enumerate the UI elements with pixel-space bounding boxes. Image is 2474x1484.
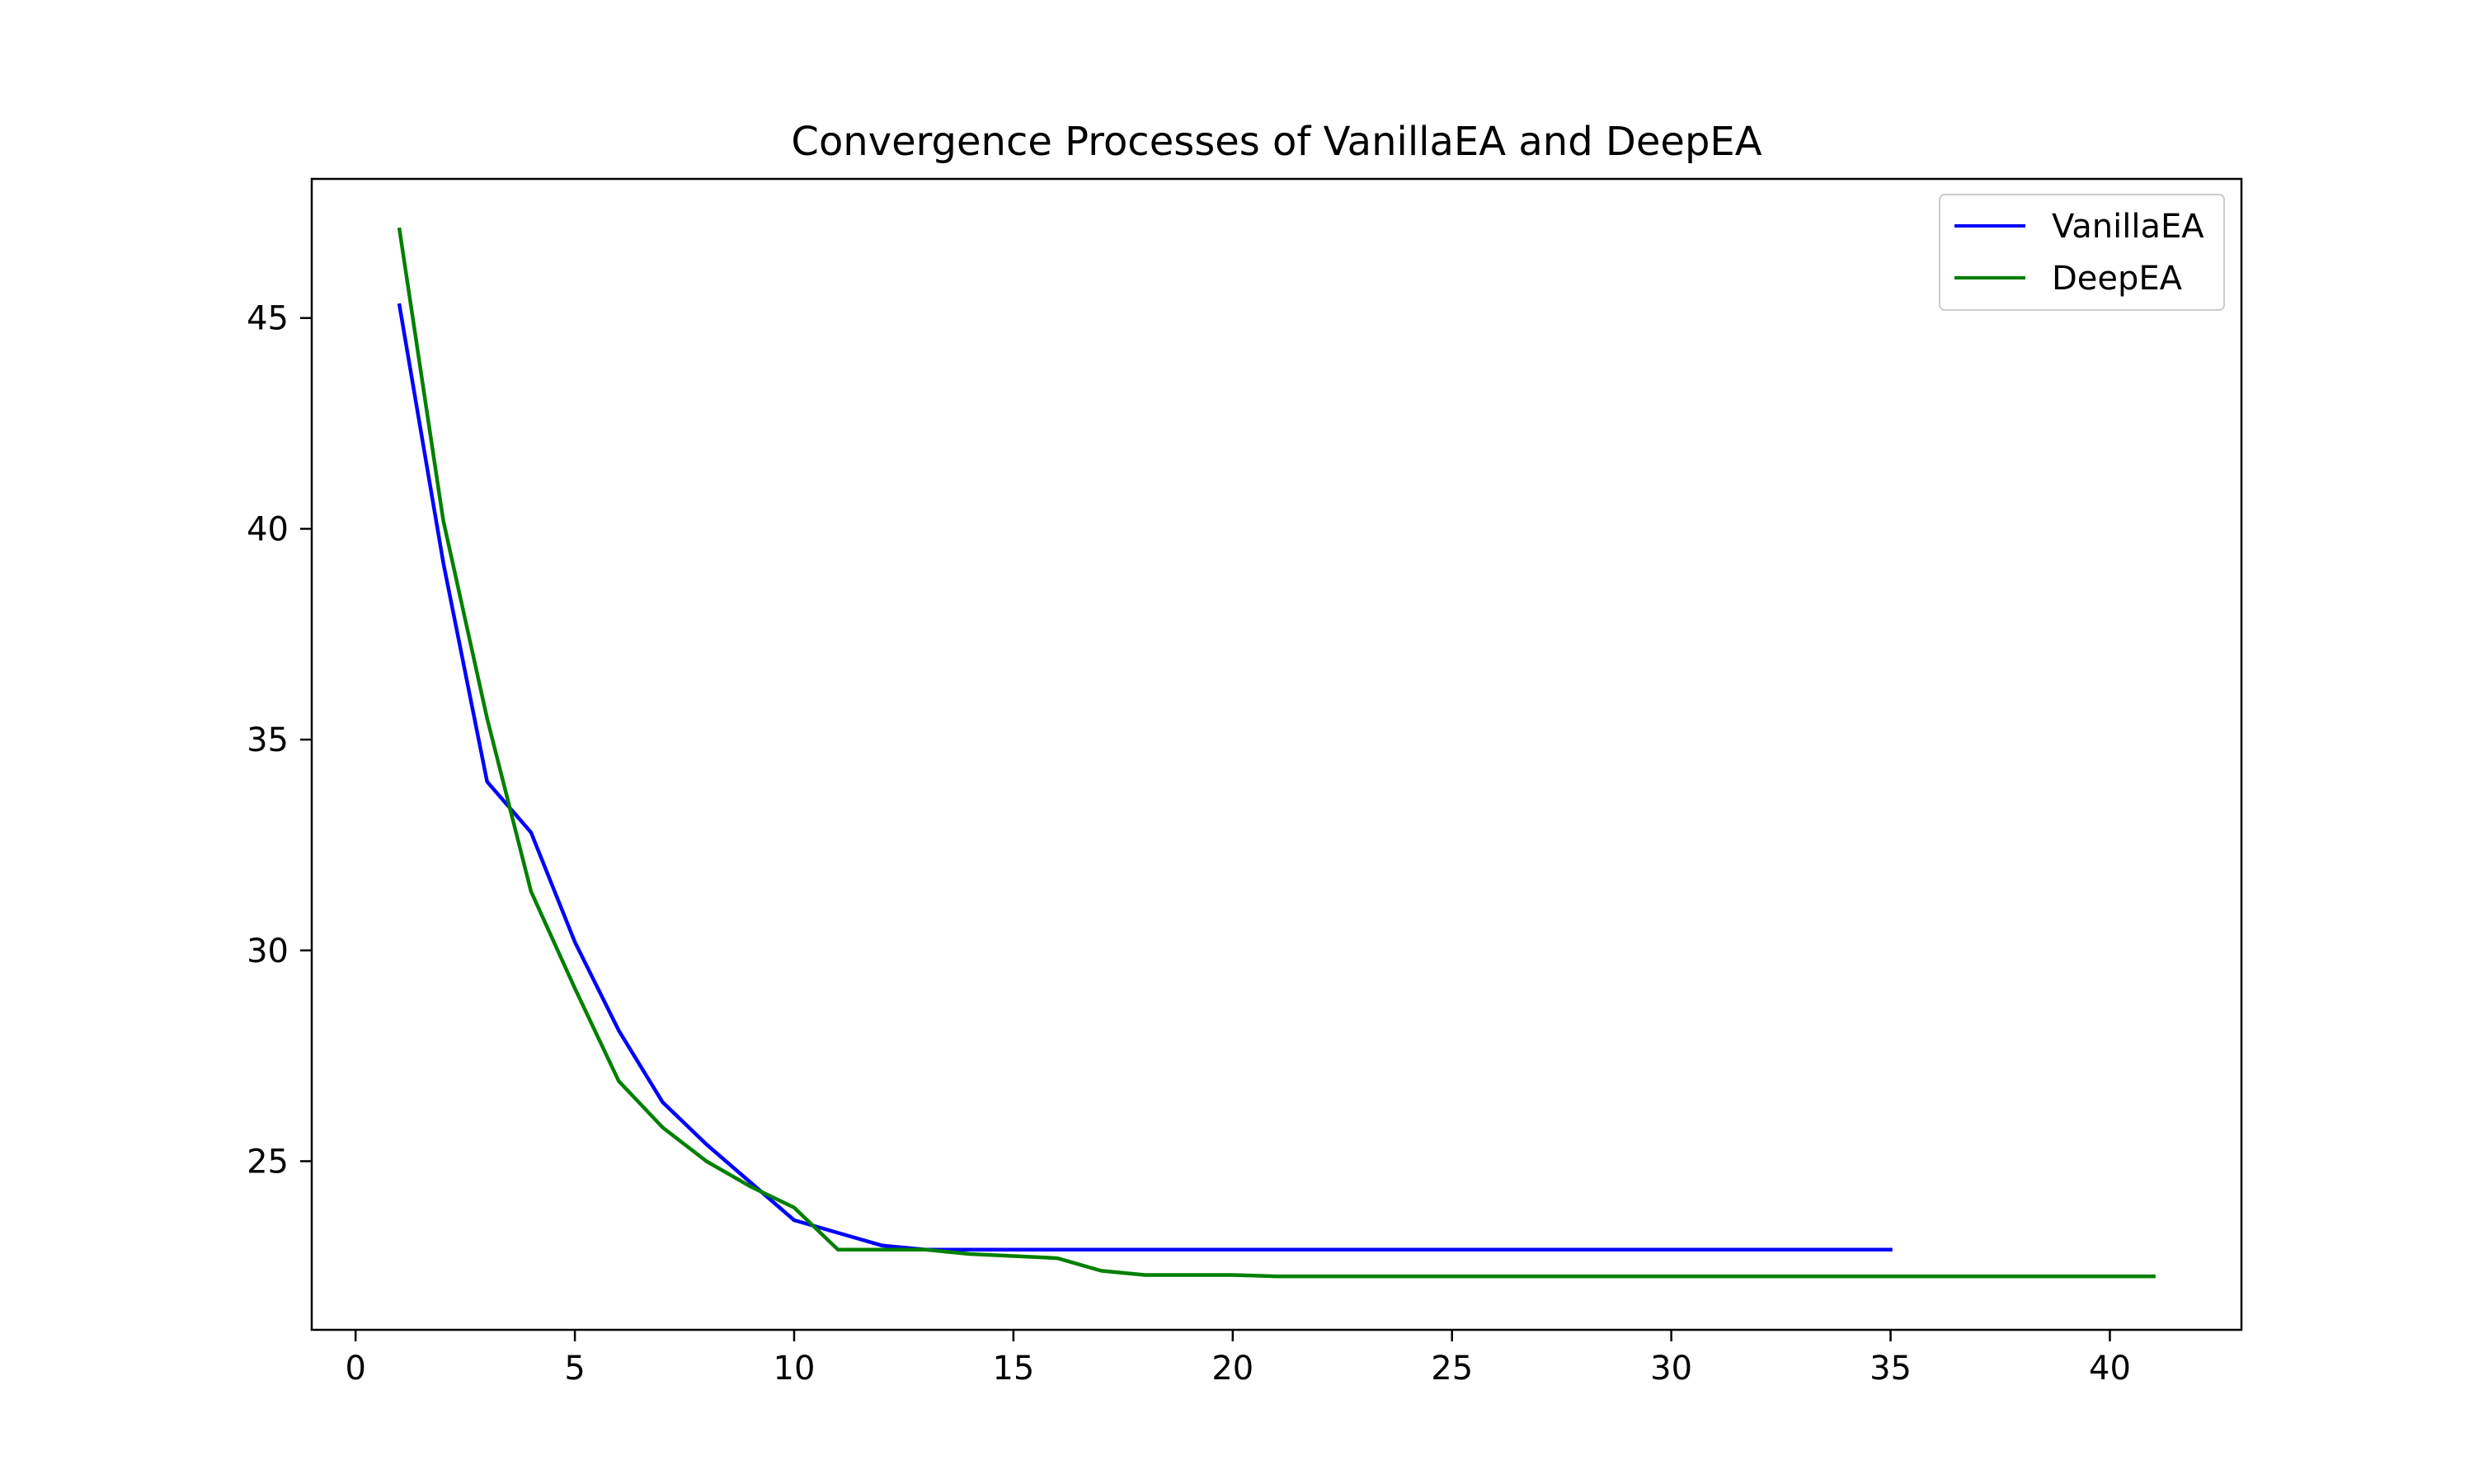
y-tick-label: 25 xyxy=(247,1143,289,1181)
series-layer xyxy=(397,227,2156,1279)
series-line-deepea xyxy=(397,227,2156,1279)
x-tick-label: 25 xyxy=(1431,1350,1473,1388)
legend-vanillaea-label: VanillaEA xyxy=(2052,208,2204,246)
x-tick-label: 30 xyxy=(1650,1350,1692,1388)
plot-area-frame xyxy=(310,177,2243,1331)
x-tick-label: 10 xyxy=(774,1350,816,1388)
axes-layer: 0 5 10 15 20 25 30 35 40 25 30 35 40 45 xyxy=(247,300,2131,1388)
x-tick-label: 35 xyxy=(1870,1350,1912,1388)
x-tick-label: 20 xyxy=(1211,1350,1253,1388)
x-tick-label: 0 xyxy=(345,1350,365,1388)
y-tick-label: 35 xyxy=(247,721,289,759)
series-line-vanillaea xyxy=(397,303,1893,1252)
x-tick-label: 40 xyxy=(2089,1350,2131,1388)
y-tick-label: 40 xyxy=(247,510,289,548)
legend-box xyxy=(1939,194,2225,311)
x-tick-label: 15 xyxy=(992,1350,1034,1388)
legend-deepea-label: DeepEA xyxy=(2052,260,2183,298)
y-tick-label: 30 xyxy=(247,932,289,970)
legend: VanillaEA DeepEA xyxy=(1939,194,2225,311)
x-tick-label: 5 xyxy=(564,1350,585,1388)
y-tick-label: 45 xyxy=(247,300,289,338)
chart-title: Convergence Processes of VanillaEA and D… xyxy=(791,119,1761,165)
